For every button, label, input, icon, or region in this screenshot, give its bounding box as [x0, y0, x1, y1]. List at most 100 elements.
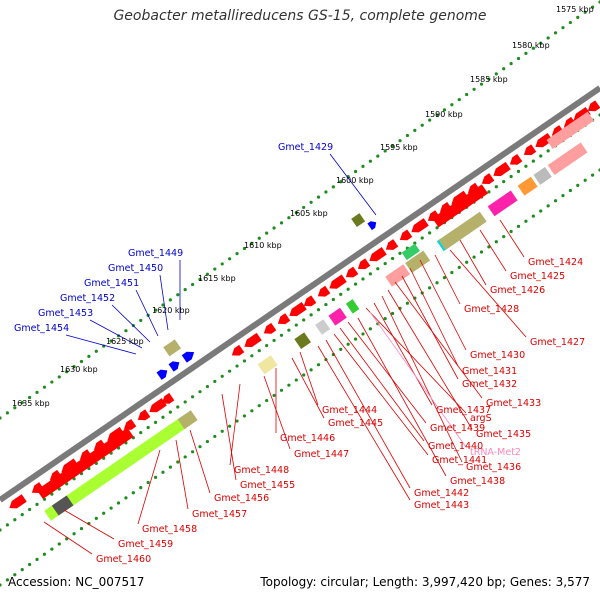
- scale-dot: [183, 400, 187, 404]
- gene-label-reverse: Gmet_1444: [322, 405, 377, 416]
- scale-dot: [457, 265, 461, 269]
- scale-dot: [576, 15, 580, 20]
- scale-dot: [205, 439, 210, 444]
- gene-label-reverse: Gmet_1457: [192, 509, 247, 520]
- scale-dot: [435, 113, 439, 117]
- scale-dot: [413, 128, 417, 132]
- cds-feature-forward: [181, 351, 195, 363]
- scale-tick-label: 1600 kbp: [336, 176, 374, 185]
- scale-dot: [583, 10, 587, 14]
- cds-feature: [329, 274, 347, 289]
- scale-dot: [472, 87, 476, 91]
- scale-dot: [235, 364, 239, 368]
- scale-dot: [531, 46, 535, 50]
- gene-label-forward: Gmet_1451: [84, 278, 139, 289]
- scale-dot: [442, 108, 447, 112]
- gene-label-forward: Gmet_1449: [128, 248, 183, 259]
- cds-feature-lime: [44, 414, 192, 521]
- leader-line: [89, 319, 143, 349]
- scale-dot: [176, 460, 180, 464]
- scale-dot: [561, 26, 565, 30]
- scale-dot: [198, 390, 202, 394]
- cds-feature: [535, 133, 553, 148]
- cds-feature: [357, 258, 371, 270]
- outer-scale-dots: [0, 0, 600, 420]
- leader-line: [394, 281, 483, 399]
- leader-line: [189, 429, 211, 494]
- scale-dot: [324, 302, 328, 307]
- scale-dot: [242, 359, 247, 363]
- scale-tick-labels: 1575 kbp 1580 kbp 1585 kbp 1590 kbp 1595 kbp…: [12, 5, 594, 408]
- scale-dot: [316, 308, 321, 312]
- gene-label-reverse: Gmet_1431: [462, 366, 517, 377]
- gene-label-reverse: Gmet_1433: [486, 398, 541, 409]
- scale-dot: [228, 369, 232, 373]
- gene-label-reverse: Gmet_1442: [414, 488, 469, 499]
- scale-tick-label: 1620 kbp: [152, 306, 190, 315]
- cds-feature-salmon: [385, 264, 411, 287]
- scale-dot: [428, 118, 432, 122]
- scale-dot: [35, 502, 39, 506]
- scale-dot: [42, 552, 47, 556]
- scale-dot: [190, 450, 195, 454]
- gene-features: [9, 100, 600, 521]
- cds-feature: [546, 111, 594, 149]
- scale-dot: [553, 31, 558, 35]
- gene-labels: Gmet_1429 Gmet_1449 Gmet_1450 Gmet_1451 Gmet…: [14, 142, 585, 565]
- scale-dot: [302, 205, 306, 210]
- scale-dot: [383, 316, 387, 321]
- scale-dot: [109, 339, 113, 343]
- scale-dot: [28, 395, 32, 400]
- scale-dot: [539, 41, 543, 45]
- scale-dot: [376, 154, 380, 158]
- cds-feature-olive: [163, 339, 182, 357]
- scale-dot: [5, 411, 10, 415]
- scale-dot: [228, 424, 232, 428]
- scale-dot: [20, 568, 24, 572]
- scale-dot: [42, 385, 47, 389]
- scale-dot: [102, 511, 106, 515]
- scale-dot: [20, 400, 24, 405]
- scale-dot: [494, 72, 498, 76]
- scale-dot: [516, 56, 521, 61]
- cds-feature: [385, 239, 399, 250]
- leader-line: [479, 229, 507, 272]
- scale-dot: [324, 190, 328, 194]
- label-leader-lines: [43, 153, 527, 555]
- genome-summary-text: Topology: circular; Length: 3,997,420 bp…: [260, 575, 590, 589]
- leader-line: [291, 357, 325, 419]
- scale-dot: [428, 286, 432, 290]
- cds-feature-gray: [533, 166, 552, 185]
- scale-dot: [94, 516, 98, 520]
- scale-dot: [479, 250, 484, 254]
- scale-dot: [168, 465, 172, 469]
- leader-line: [317, 345, 411, 501]
- leader-line: [221, 393, 237, 481]
- scale-dot: [524, 51, 528, 55]
- scale-dot: [109, 506, 113, 510]
- scale-dot: [398, 251, 402, 255]
- gene-label-reverse: Gmet_1428: [464, 304, 519, 315]
- scale-dot: [487, 245, 491, 249]
- scale-dot: [28, 507, 32, 512]
- scale-dot: [272, 393, 276, 398]
- scale-tick-label: 1615 kbp: [198, 274, 236, 283]
- scale-dot: [390, 311, 395, 316]
- cds-feature: [587, 100, 600, 112]
- gene-label-reverse: Gmet_1445: [328, 418, 383, 429]
- scale-dot: [546, 204, 550, 208]
- scale-dot: [183, 288, 187, 292]
- leader-line: [357, 317, 447, 477]
- scale-dot: [302, 318, 306, 322]
- scale-dot: [450, 103, 454, 107]
- scale-dot: [465, 92, 469, 97]
- scale-dot: [50, 380, 54, 384]
- cds-feature-green: [345, 299, 360, 314]
- scale-tick-label: 1610 kbp: [244, 241, 282, 250]
- scale-dot: [553, 199, 558, 203]
- leader-line: [137, 449, 161, 525]
- scale-dot: [250, 409, 254, 413]
- scale-dot: [168, 298, 172, 302]
- scale-dot: [368, 327, 372, 331]
- scale-dot: [435, 226, 439, 230]
